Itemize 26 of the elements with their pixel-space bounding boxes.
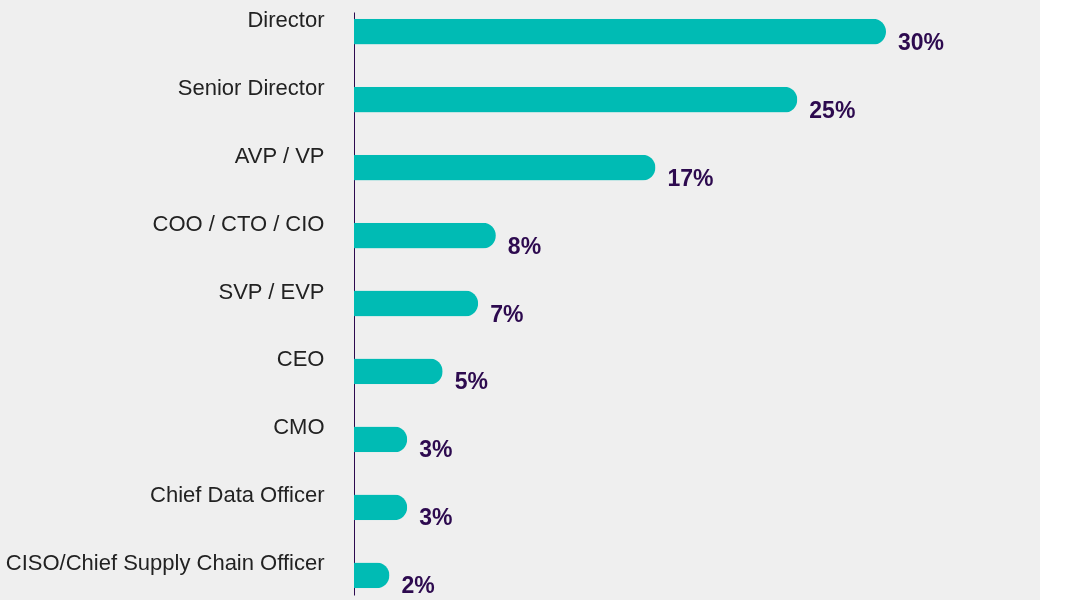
bar bbox=[354, 154, 656, 181]
y-tick-label: CMO bbox=[273, 414, 325, 440]
data-label: 30% bbox=[898, 28, 945, 55]
data-label: 25% bbox=[809, 96, 856, 123]
y-tick-label: CISO/Chief Supply Chain Officer bbox=[5, 550, 325, 576]
data-label: 7% bbox=[490, 300, 524, 327]
data-label: 3% bbox=[419, 436, 453, 463]
bar bbox=[354, 358, 443, 385]
data-label: 3% bbox=[419, 504, 453, 531]
y-tick-label: Director bbox=[247, 6, 325, 32]
data-label: 8% bbox=[507, 232, 542, 259]
y-tick-label: Senior Director bbox=[177, 74, 325, 100]
data-label: 2% bbox=[401, 572, 435, 599]
y-tick-label: CEO bbox=[276, 346, 325, 372]
y-tick-label: Chief Data Officer bbox=[150, 482, 325, 508]
bar bbox=[354, 290, 479, 317]
data-label: 5% bbox=[454, 368, 488, 395]
bar bbox=[354, 222, 496, 249]
bar bbox=[354, 494, 408, 521]
y-tick-label: AVP / VP bbox=[234, 142, 325, 168]
bar bbox=[354, 426, 408, 453]
data-label: 17% bbox=[667, 164, 714, 191]
bar bbox=[354, 86, 798, 113]
y-tick-label: COO / CTO / CIO bbox=[152, 210, 325, 236]
bar bbox=[354, 18, 886, 45]
y-tick-label: SVP / EVP bbox=[218, 278, 325, 304]
